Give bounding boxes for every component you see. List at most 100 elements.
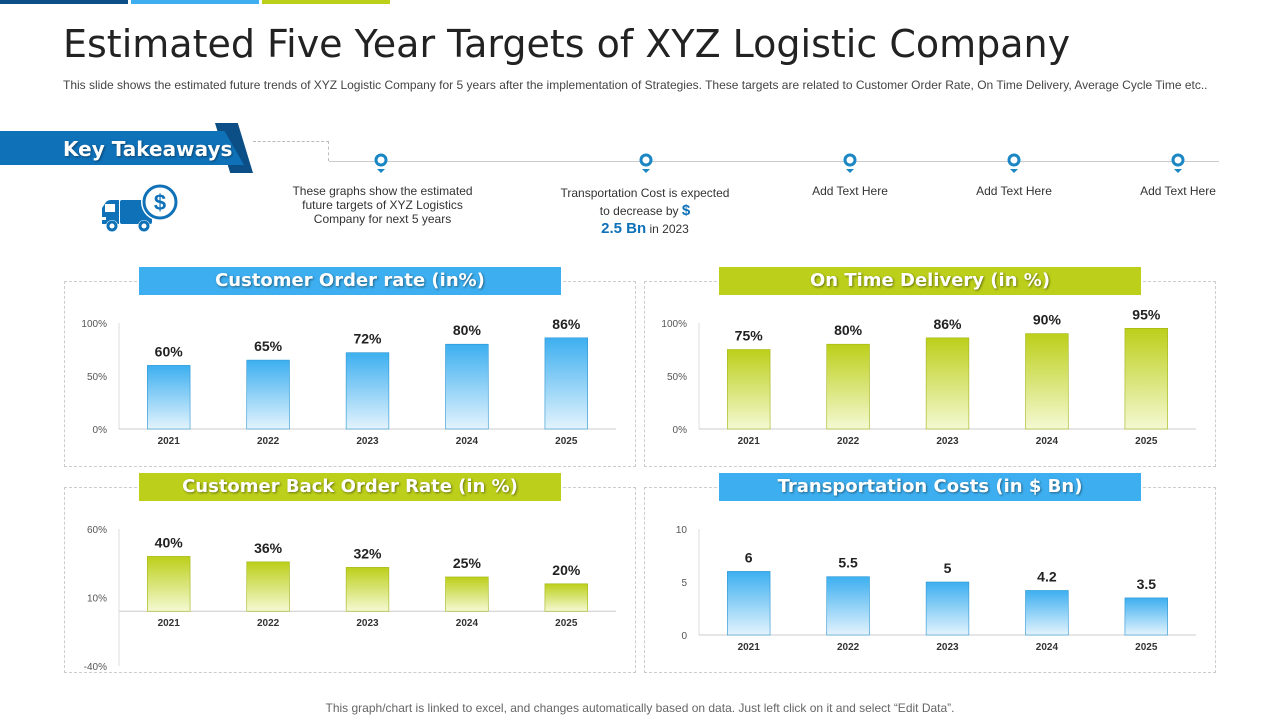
takeaway-text-2: Transportation Cost is expected to decre… bbox=[560, 184, 730, 238]
x-tick-label: 2025 bbox=[1135, 642, 1158, 653]
bar-2021[interactable] bbox=[147, 365, 191, 430]
takeaway-text-1: These graphs show the estimated future t… bbox=[292, 184, 473, 226]
x-tick-label: 2021 bbox=[158, 436, 181, 447]
data-label: 80% bbox=[834, 322, 863, 338]
x-tick-label: 2025 bbox=[555, 618, 578, 629]
x-tick-label: 2021 bbox=[738, 642, 761, 653]
location-pin-icon bbox=[1007, 153, 1021, 173]
data-label: 72% bbox=[353, 331, 382, 347]
timeline-line bbox=[329, 161, 1219, 162]
connector-dashed-vertical bbox=[328, 141, 329, 161]
bar-2025[interactable] bbox=[1124, 597, 1168, 636]
data-label: 65% bbox=[254, 338, 283, 354]
takeaway-2-value: 2.5 Bn bbox=[601, 220, 647, 237]
x-tick-label: 2025 bbox=[1135, 436, 1158, 447]
data-label: 90% bbox=[1033, 312, 1062, 328]
footer-note: This graph/chart is linked to excel, and… bbox=[325, 701, 955, 715]
bar-2021[interactable] bbox=[727, 349, 771, 430]
location-pin-icon bbox=[374, 153, 388, 173]
x-tick-label: 2022 bbox=[837, 642, 860, 653]
y-tick-label: 50% bbox=[87, 372, 107, 383]
y-tick-label: 0 bbox=[681, 631, 687, 642]
data-label: 86% bbox=[552, 316, 581, 332]
data-label: 3.5 bbox=[1137, 576, 1157, 592]
bar-2024[interactable] bbox=[1025, 590, 1069, 636]
y-tick-label: 5 bbox=[681, 578, 687, 589]
x-tick-label: 2021 bbox=[158, 618, 181, 629]
x-tick-label: 2024 bbox=[1036, 642, 1059, 653]
data-label: 5.5 bbox=[838, 555, 858, 571]
takeaway-2-after: in 2023 bbox=[649, 222, 689, 236]
x-tick-label: 2023 bbox=[936, 436, 959, 447]
chart-title-on-time-delivery: On Time Delivery (in %) bbox=[719, 267, 1141, 295]
data-label: 25% bbox=[453, 555, 482, 571]
chart-customer-order[interactable]: 0% 50% 100% 60% 2021 65% 2022 72% 2023 80% 2024 86%… bbox=[64, 295, 636, 465]
bar-2024[interactable] bbox=[1025, 333, 1069, 430]
x-tick-label: 2021 bbox=[738, 436, 761, 447]
bar-2025[interactable] bbox=[544, 337, 588, 430]
data-label: 36% bbox=[254, 540, 283, 556]
data-label: 40% bbox=[155, 534, 184, 550]
bar-2025[interactable] bbox=[544, 583, 588, 612]
connector-dashed bbox=[253, 141, 329, 142]
y-tick-label: 60% bbox=[87, 525, 107, 536]
x-tick-label: 2025 bbox=[555, 436, 578, 447]
chart-title-transport-costs: Transportation Costs (in $ Bn) bbox=[719, 473, 1141, 501]
takeaway-text-3: Add Text Here bbox=[812, 184, 888, 198]
bar-2021[interactable] bbox=[147, 556, 191, 612]
takeaway-2-dollar: $ bbox=[681, 202, 691, 219]
data-label: 6 bbox=[745, 549, 753, 565]
svg-text:$: $ bbox=[154, 190, 166, 215]
y-tick-label: 10% bbox=[87, 594, 107, 605]
bar-2024[interactable] bbox=[445, 576, 489, 612]
y-tick-label: -40% bbox=[84, 662, 107, 671]
x-tick-label: 2023 bbox=[356, 436, 379, 447]
bar-2022[interactable] bbox=[826, 576, 870, 636]
chart-transport-costs[interactable]: 0 5 10 6 2021 5.5 2022 5 2023 4.2 2024 3.5 2025 bbox=[644, 501, 1216, 671]
takeaway-text-4: Add Text Here bbox=[976, 184, 1052, 198]
chart-on-time-delivery[interactable]: 0% 50% 100% 75% 2021 80% 2022 86% 2023 90% 2024 95%… bbox=[644, 295, 1216, 465]
location-pin-icon bbox=[639, 153, 653, 173]
bar-2021[interactable] bbox=[727, 571, 771, 636]
data-label: 32% bbox=[353, 545, 382, 561]
data-label: 20% bbox=[552, 562, 581, 578]
bar-2023[interactable] bbox=[925, 581, 970, 636]
page-title: Estimated Five Year Targets of XYZ Logis… bbox=[63, 22, 1071, 66]
y-tick-label: 0% bbox=[93, 425, 108, 436]
chart-back-order[interactable]: -40% 10% 60% 40% 2021 36% 2022 32% 2023 25% 2024 20… bbox=[64, 501, 636, 671]
bar-2023[interactable] bbox=[345, 352, 390, 430]
y-tick-label: 100% bbox=[81, 319, 107, 330]
chart-title-customer-order: Customer Order rate (in%) bbox=[139, 267, 561, 295]
bar-2023[interactable] bbox=[925, 337, 970, 430]
page-subtitle: This slide shows the estimated future tr… bbox=[63, 78, 1208, 92]
x-tick-label: 2024 bbox=[456, 436, 479, 447]
takeaway-text-5: Add Text Here bbox=[1140, 184, 1216, 198]
top-bar-dark bbox=[0, 0, 128, 4]
bar-2024[interactable] bbox=[445, 343, 489, 430]
top-bar-blue bbox=[131, 0, 259, 4]
data-label: 80% bbox=[453, 322, 482, 338]
key-takeaways-label: Key Takeaways bbox=[63, 137, 233, 161]
data-label: 95% bbox=[1132, 306, 1161, 322]
x-tick-label: 2024 bbox=[1036, 436, 1059, 447]
x-tick-label: 2022 bbox=[257, 618, 280, 629]
chart-title-back-order: Customer Back Order Rate (in %) bbox=[139, 473, 561, 501]
bar-2023[interactable] bbox=[345, 567, 390, 612]
top-bar-green bbox=[262, 0, 390, 4]
bar-2022[interactable] bbox=[246, 561, 290, 612]
bar-2022[interactable] bbox=[826, 343, 870, 430]
x-tick-label: 2024 bbox=[456, 618, 479, 629]
key-takeaways-banner bbox=[0, 131, 244, 165]
bar-2022[interactable] bbox=[246, 359, 290, 430]
x-tick-label: 2022 bbox=[837, 436, 860, 447]
data-label: 86% bbox=[933, 316, 962, 332]
x-tick-label: 2023 bbox=[356, 618, 379, 629]
y-tick-label: 50% bbox=[667, 372, 687, 383]
data-label: 60% bbox=[155, 343, 184, 359]
y-tick-label: 0% bbox=[673, 425, 688, 436]
x-tick-label: 2023 bbox=[936, 642, 959, 653]
x-tick-label: 2022 bbox=[257, 436, 280, 447]
data-label: 75% bbox=[735, 328, 764, 344]
data-label: 4.2 bbox=[1037, 568, 1057, 584]
bar-2025[interactable] bbox=[1124, 327, 1168, 430]
